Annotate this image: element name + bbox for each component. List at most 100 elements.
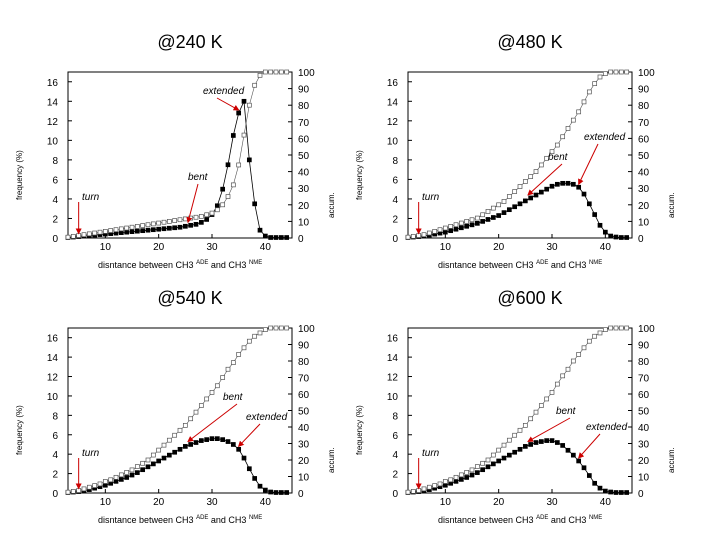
data-point-accumulated (432, 229, 438, 234)
data-point-frequency (522, 444, 528, 449)
annotation-extended: extended (203, 86, 245, 97)
data-point-frequency (570, 452, 576, 458)
data-point-frequency (554, 440, 560, 445)
data-point-accumulated (464, 470, 470, 475)
y-left-tick-label: 14 (387, 97, 399, 108)
data-point-frequency (506, 207, 512, 213)
y-right-tick-label: 80 (298, 101, 310, 112)
data-point-frequency (214, 203, 220, 209)
data-point-accumulated (273, 69, 279, 75)
y-right-tick-label: 20 (298, 456, 310, 467)
y-right-tick-label: 90 (298, 85, 310, 96)
data-point-accumulated (474, 215, 480, 221)
data-point-frequency (560, 180, 566, 186)
data-point-frequency (565, 447, 571, 453)
data-point-accumulated (592, 333, 598, 339)
data-point-accumulated (140, 223, 146, 228)
data-point-accumulated (592, 81, 598, 86)
y-right-tick-label: 40 (298, 168, 310, 179)
data-point-accumulated (81, 232, 87, 238)
data-point-frequency (517, 201, 523, 207)
y-left-tick-label: 16 (47, 78, 59, 89)
y-left-tick-label: 12 (47, 373, 59, 384)
x-axis-label: disntance between CH3 ADE and CH3 NME (438, 515, 602, 525)
y-right-tick-label: 20 (298, 201, 310, 212)
data-point-frequency (134, 470, 140, 475)
data-point-frequency (198, 438, 204, 443)
y-right-tick-label: 60 (298, 390, 310, 401)
chart-240: 10 20 30 40 0 2 4 6 8 10 12 14 16 0 10 20 30 40 50 60 70 80 90… (15, 68, 336, 270)
annotation-arrow-bent (186, 183, 199, 224)
data-point-frequency (236, 110, 242, 116)
y-left-tick-label: 16 (47, 334, 59, 345)
y-left-axis-label: frequency (%) (15, 150, 24, 200)
y-left-tick-label: 2 (392, 214, 398, 225)
x-tick-label: 40 (260, 497, 272, 508)
data-point-frequency (145, 464, 151, 470)
y-left-tick-label: 4 (392, 450, 398, 461)
data-point-accumulated (177, 217, 183, 223)
y-right-tick-label: 100 (638, 324, 655, 335)
x-tick-label: 10 (100, 497, 112, 508)
y-right-tick-label: 90 (638, 341, 650, 352)
data-point-accumulated (570, 117, 576, 123)
data-point-accumulated (204, 396, 210, 402)
data-point-frequency (544, 438, 550, 443)
data-point-frequency (246, 157, 252, 163)
annotation-bent: bent (223, 392, 244, 403)
data-point-frequency (560, 443, 566, 448)
chart-title-540: @540 K (157, 288, 223, 308)
annotation-arrow-bent (187, 403, 238, 443)
y-left-tick-label: 10 (47, 136, 59, 147)
data-point-frequency (469, 222, 475, 228)
data-point-frequency (284, 235, 290, 240)
x-tick-label: 30 (206, 242, 218, 253)
data-point-frequency (257, 483, 263, 489)
data-point-accumulated (490, 452, 496, 458)
data-point-frequency (448, 228, 454, 234)
data-point-frequency (549, 183, 555, 189)
y-left-tick-label: 2 (52, 214, 58, 225)
y-left-tick-label: 12 (387, 117, 399, 128)
data-point-accumulated (161, 442, 167, 448)
y-right-tick-label: 100 (298, 324, 315, 335)
data-point-accumulated (576, 109, 582, 115)
y-right-tick-label: 80 (638, 357, 650, 368)
data-point-accumulated (156, 220, 162, 226)
data-point-frequency (241, 98, 247, 104)
x-axis-label: disntance between CH3 ADE and CH3 NME (98, 515, 262, 525)
data-point-frequency (252, 201, 258, 207)
y-right-axis-label: accum. (327, 447, 336, 473)
data-point-accumulated (570, 358, 576, 364)
data-point-accumulated (469, 467, 475, 473)
data-point-accumulated (560, 134, 566, 140)
y-left-tick-label: 4 (52, 195, 58, 206)
data-point-frequency (453, 226, 459, 232)
data-point-frequency (608, 233, 614, 239)
data-point-accumulated (124, 225, 130, 231)
data-point-accumulated (474, 464, 480, 469)
data-point-frequency (102, 482, 108, 488)
data-point-frequency (528, 442, 534, 447)
y-right-tick-label: 100 (638, 68, 655, 79)
data-point-accumulated (70, 489, 76, 494)
annotation-extended: extended (586, 422, 628, 433)
data-point-frequency (565, 180, 571, 186)
data-point-frequency (118, 477, 124, 482)
data-point-accumulated (262, 327, 268, 332)
y-right-tick-label: 40 (638, 423, 650, 434)
data-point-frequency (156, 458, 162, 464)
x-tick-label: 10 (100, 242, 112, 253)
data-point-accumulated (156, 447, 162, 453)
data-point-accumulated (262, 69, 268, 75)
data-point-frequency (602, 229, 608, 235)
y-right-tick-label: 70 (638, 118, 650, 129)
data-point-accumulated (405, 489, 411, 495)
data-point-frequency (118, 230, 124, 235)
data-point-frequency (193, 440, 199, 445)
data-point-accumulated (241, 345, 247, 351)
y-right-tick-label: 10 (638, 473, 650, 484)
y-left-tick-label: 16 (387, 334, 399, 345)
data-point-accumulated (522, 179, 528, 184)
y-left-tick-label: 2 (52, 470, 58, 481)
